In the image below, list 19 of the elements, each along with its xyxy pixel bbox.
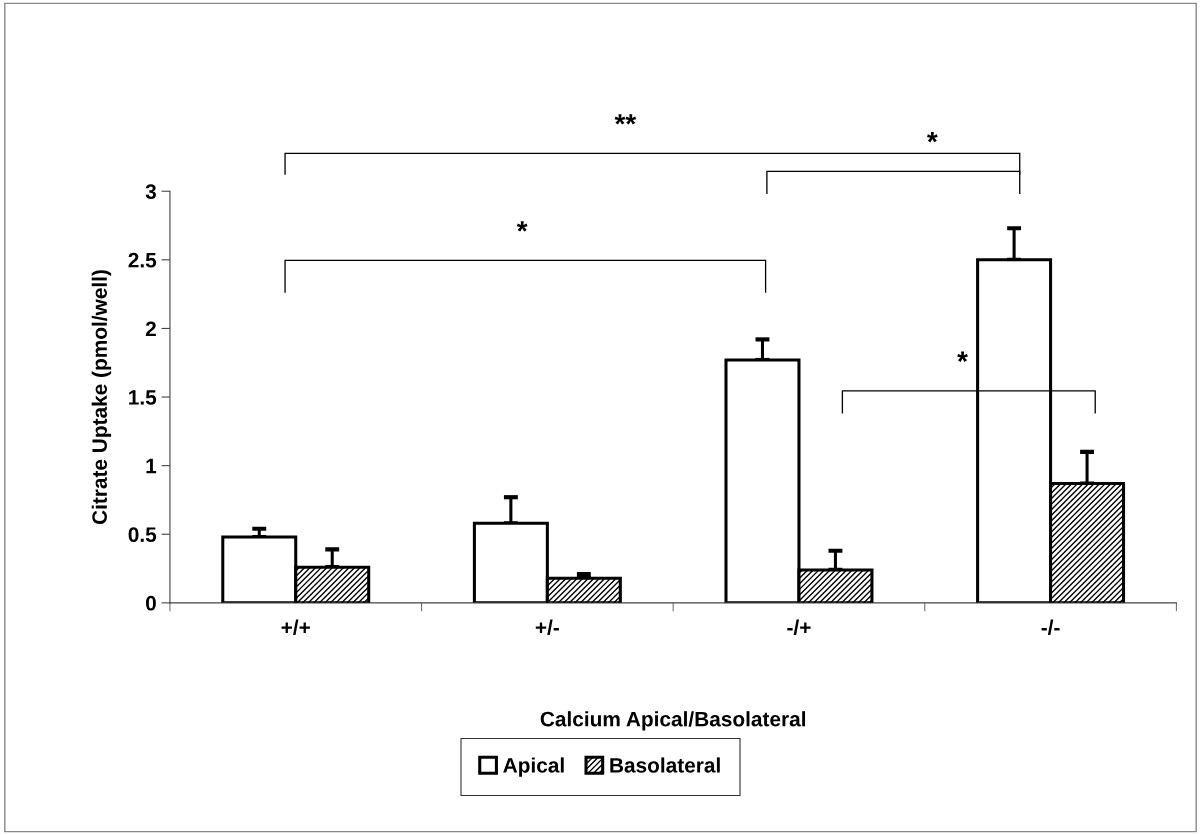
y-tick-label: 0 — [145, 595, 156, 611]
x-tick-label: -/+ — [787, 619, 811, 636]
x-tick-label: -/- — [1041, 619, 1060, 636]
legend-label: Basolateral — [610, 757, 720, 773]
y-tick-label: 1 — [146, 458, 157, 474]
y-tick-label: 0.5 — [128, 527, 157, 543]
y-axis-title: Citrate Uptake (pmol/well) — [91, 270, 112, 525]
x-tick-label: +/- — [535, 619, 559, 636]
y-tick-label: 1.5 — [129, 390, 157, 405]
x-tick-label: +/+ — [281, 619, 310, 636]
annotation: * — [516, 221, 528, 232]
y-tick-label: 2 — [145, 321, 156, 336]
legend-label: Apical — [503, 757, 564, 777]
text: ** — [614, 114, 637, 125]
text: * — [926, 132, 938, 143]
y-tick-label: 3 — [145, 184, 156, 199]
annotation: * — [957, 351, 968, 362]
y-tick-label: 2.5 — [128, 252, 157, 268]
x-axis-title: Calcium Apical/Basolateral — [540, 711, 806, 731]
